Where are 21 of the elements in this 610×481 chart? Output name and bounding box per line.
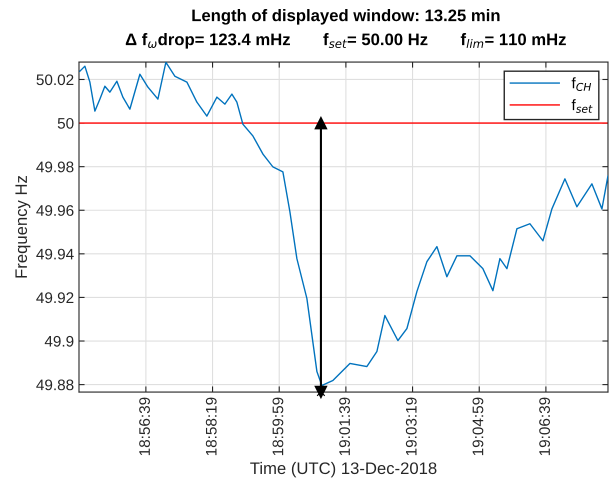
chart-title: Length of displayed window: 13.25 min [192,9,500,25]
y-tick-label: 49.88 [36,379,74,390]
x-tick-label: 18:58:19 [206,398,217,456]
x-tick-label: 19:03:19 [406,398,417,456]
x-tick-label: 18:59:59 [272,398,284,456]
x-tick-label: 18:56:39 [139,398,150,456]
y-tick-label: 50.02 [36,74,74,86]
legend-label: f$_{set}$ [572,99,593,113]
y-axis-title: Frequency Hz [15,176,30,278]
y-tick-label: 50 [58,118,74,129]
x-axis-title: Time (UTC) 13-Dec-2018 [250,462,436,478]
x-tick-label: 19:04:59 [472,398,484,456]
y-tick-label: 49.94 [36,248,74,260]
x-tick-label: 19:06:39 [539,398,550,456]
chart-subtitle: Δ f$_{ω}$drop= 123.4 mHz f$_{set}$= 50.00 Hz f$_{lim}$= 110 mHz [126,33,566,49]
y-tick-label: 49.98 [36,162,74,172]
y-tick-label: 49.9 [44,336,74,347]
y-tick-label: 49.92 [36,292,74,304]
legend-label: f$_{CH}$ [572,77,592,91]
y-tick-label: 49.96 [36,205,74,216]
x-tick-label: 19:01:39 [339,398,350,456]
